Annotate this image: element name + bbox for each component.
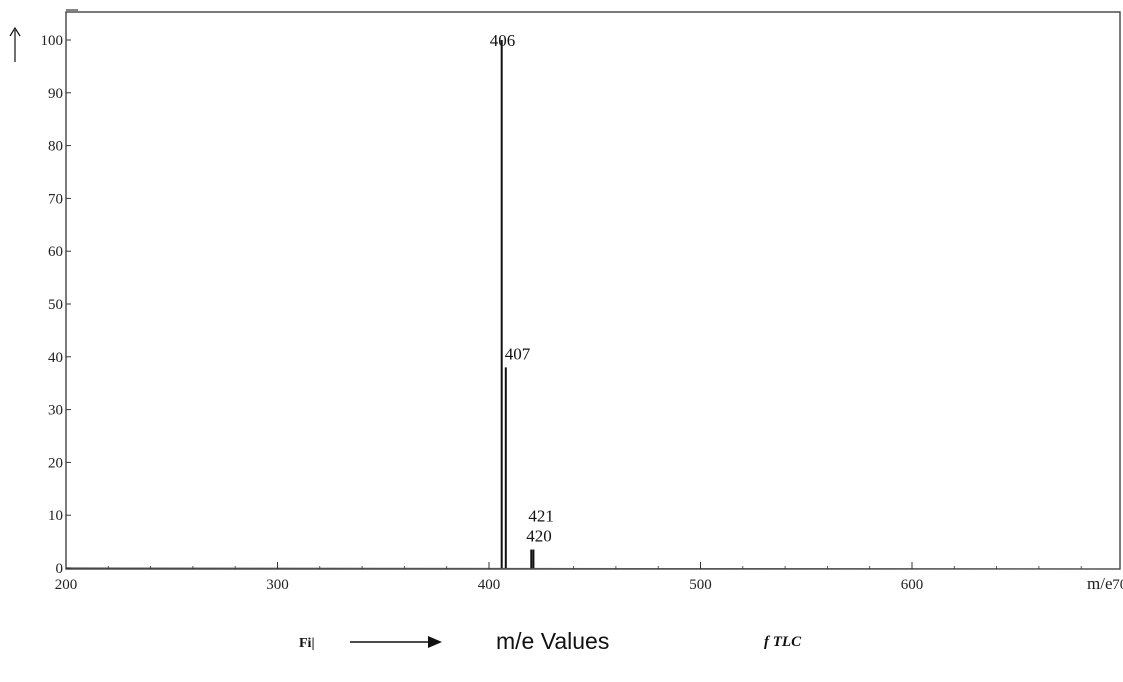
y-tick-label: 30: [48, 403, 63, 419]
x-tick-label: 400: [478, 577, 501, 593]
peak-label: 420: [526, 527, 552, 546]
caption-axis-label: m/e Values: [496, 628, 610, 654]
y-tick-label: 90: [48, 86, 63, 102]
caption-tail-fragment: f TLC: [764, 634, 802, 650]
y-tick-label: 10: [48, 508, 63, 524]
x-tick-label: 200: [55, 577, 78, 593]
baseline: [65, 567, 1121, 570]
caption-fig-fragment: Fi|: [299, 636, 315, 651]
x-tick-label: 500: [689, 577, 712, 593]
y-tick-label: 70: [48, 191, 63, 207]
axes: [9, 9, 1121, 570]
x-tick-label: 700: [1112, 577, 1123, 593]
right-arrow-icon: [350, 636, 442, 648]
tick-group: [65, 39, 1082, 569]
y-tick-label: 100: [41, 33, 64, 49]
y-tick-label: 50: [48, 297, 63, 313]
x-tick-label: 300: [266, 577, 289, 593]
peak-label: 421: [528, 507, 554, 526]
figure-caption: Fi| m/e Values f TLC: [0, 626, 1123, 666]
mass-spectrum-chart: 0 10 20 30 40 50 60 70 80 90 100 200 300 400 500 600 700…: [9, 9, 1123, 593]
plot-frame: [65, 11, 1121, 570]
up-arrow-icon: [9, 26, 21, 37]
peak-group: [500, 40, 535, 568]
y-tick-label: 20: [48, 455, 63, 471]
y-tick-label: 80: [48, 139, 63, 155]
label-group: 0 10 20 30 40 50 60 70 80 90 100 200 300 400 500 600 700…: [41, 31, 1123, 593]
peak-label: 407: [505, 344, 531, 363]
y-tick-label: 60: [48, 244, 63, 260]
y-tick-label: 40: [48, 350, 63, 366]
peak-label: 406: [490, 31, 516, 50]
y-tick-label: 0: [56, 561, 64, 577]
x-axis-label: m/e: [1087, 574, 1113, 593]
x-tick-label: 600: [901, 577, 924, 593]
